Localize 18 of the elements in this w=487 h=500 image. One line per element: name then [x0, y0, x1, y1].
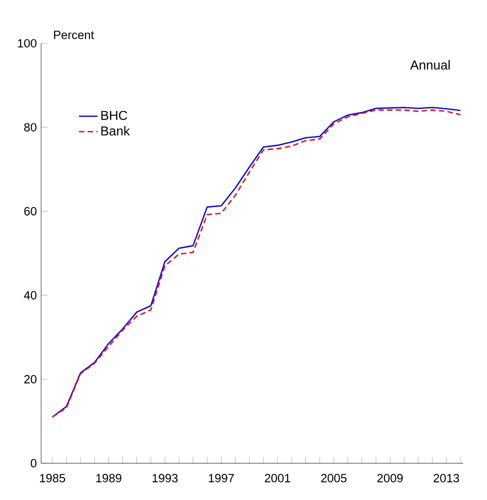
x-tick-label: 1993	[152, 474, 178, 482]
x-tick-label: 2009	[377, 474, 403, 482]
y-tick-label: 20	[24, 375, 36, 384]
x-tick-label: 1985	[40, 474, 66, 482]
x-tick-label: 2001	[264, 474, 290, 482]
y-axis-title: Percent	[54, 30, 94, 40]
y-tick-label: 0	[30, 459, 36, 468]
y-tick-label: 60	[24, 207, 36, 216]
x-tick-label: 2005	[321, 474, 346, 482]
y-tick-label: 80	[24, 123, 36, 132]
x-tick-label: 1997	[208, 474, 234, 482]
legend-label: Bank	[101, 126, 130, 136]
y-tick-label: 40	[24, 291, 36, 300]
x-tick-label: 2013	[434, 474, 460, 482]
x-tick-label: 1989	[96, 474, 122, 482]
y-tick-label: 100	[18, 39, 36, 48]
annotation: Annual	[410, 60, 450, 70]
legend-label: BHC	[101, 110, 128, 120]
